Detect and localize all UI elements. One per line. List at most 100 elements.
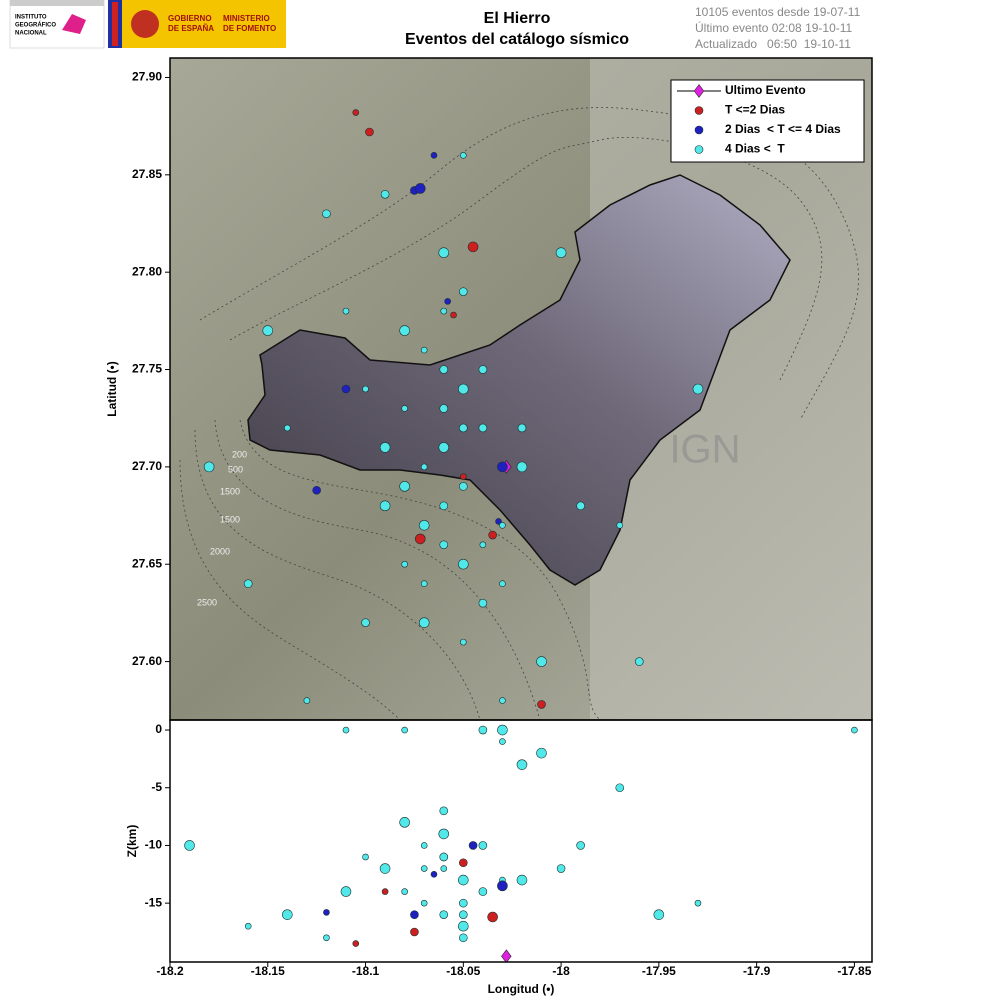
point <box>459 910 468 919</box>
point <box>342 307 350 315</box>
y-tick-label: 27.80 <box>132 264 162 278</box>
point <box>459 423 468 433</box>
point <box>352 109 360 116</box>
point <box>499 580 506 588</box>
point <box>478 725 488 735</box>
x-tick-label: -18.1 <box>352 964 380 978</box>
point <box>414 183 426 194</box>
point <box>361 618 370 627</box>
logo-shape <box>62 14 86 34</box>
logo-text: DE FOMENTO <box>223 24 276 33</box>
point <box>478 423 488 433</box>
point <box>410 927 419 937</box>
point <box>460 473 467 480</box>
legend-label: 4 Dias < T <box>725 142 785 156</box>
point <box>478 887 488 896</box>
x-tick-label: -17.9 <box>743 964 771 978</box>
contours <box>179 107 859 720</box>
point <box>399 325 410 336</box>
y-tick-label: 27.60 <box>132 654 162 668</box>
logo-text: DE ESPAÑA <box>168 24 214 33</box>
point <box>420 865 428 872</box>
chart-title: El Hierro <box>484 10 551 27</box>
point <box>439 501 449 511</box>
point <box>439 806 449 816</box>
point <box>536 747 547 759</box>
point <box>439 365 449 374</box>
info-line: Actualizado 06:50 19-10-11 <box>695 37 851 51</box>
point <box>497 461 508 473</box>
logo-text: MINISTERIO <box>223 14 270 23</box>
point <box>439 910 449 919</box>
point <box>401 405 408 412</box>
depth-background <box>170 720 872 962</box>
point <box>440 307 448 315</box>
x-axis-label: Longitud (•) <box>488 982 555 996</box>
point <box>438 828 450 840</box>
legend-marker <box>694 145 704 154</box>
point <box>399 481 410 492</box>
contour <box>239 419 601 720</box>
point <box>635 657 644 666</box>
chart-subtitle: Eventos del catálogo sísmico <box>405 31 629 48</box>
point <box>323 909 330 916</box>
legend-marker <box>694 106 704 115</box>
legend-marker <box>693 84 705 98</box>
x-tick-label: -18.05 <box>446 964 480 978</box>
point <box>487 911 498 923</box>
point <box>458 558 469 570</box>
point <box>615 783 625 793</box>
point <box>244 922 252 930</box>
point <box>418 519 430 531</box>
point <box>458 920 469 932</box>
point <box>303 697 311 704</box>
point <box>420 346 428 354</box>
contour <box>199 107 859 421</box>
point <box>479 541 487 549</box>
logo-ign <box>9 0 105 49</box>
point <box>440 865 448 872</box>
point <box>694 899 702 907</box>
point <box>501 949 512 962</box>
point <box>362 853 369 861</box>
plot-area <box>184 724 858 962</box>
point <box>439 540 449 550</box>
point <box>420 463 428 471</box>
point <box>184 840 195 851</box>
logo-text: NACIONAL <box>15 31 47 37</box>
point <box>379 500 391 512</box>
logo-text: GEOGRÁFICO <box>15 22 56 29</box>
point <box>516 461 528 473</box>
point <box>381 888 389 895</box>
contour-label: 200 <box>232 449 247 459</box>
logo-text: INSTITUTO <box>15 15 47 21</box>
point <box>430 152 438 159</box>
x-tick-label: -17.85 <box>837 964 871 978</box>
point <box>459 287 468 296</box>
y-axis-label: Latitud (•) <box>105 361 119 417</box>
point <box>340 886 352 897</box>
point <box>439 404 449 413</box>
point <box>488 530 497 540</box>
contour-label: 1500 <box>220 486 240 496</box>
point <box>341 384 351 394</box>
legend-label: Ultimo Evento <box>725 83 806 97</box>
point <box>438 442 450 453</box>
point <box>312 485 321 495</box>
point <box>262 325 274 336</box>
point <box>362 385 369 393</box>
contour-label: 1500 <box>220 514 240 524</box>
y-tick-label: 27.70 <box>132 459 162 473</box>
logo-bar <box>10 0 104 6</box>
point <box>352 940 360 947</box>
point <box>499 521 506 529</box>
point <box>284 424 291 432</box>
point <box>458 874 469 886</box>
point <box>576 501 585 511</box>
point <box>497 880 508 892</box>
island <box>247 174 791 586</box>
logo-flag <box>112 2 118 46</box>
y-tick-label: 0 <box>155 722 162 736</box>
point <box>430 870 438 878</box>
point <box>203 461 215 473</box>
